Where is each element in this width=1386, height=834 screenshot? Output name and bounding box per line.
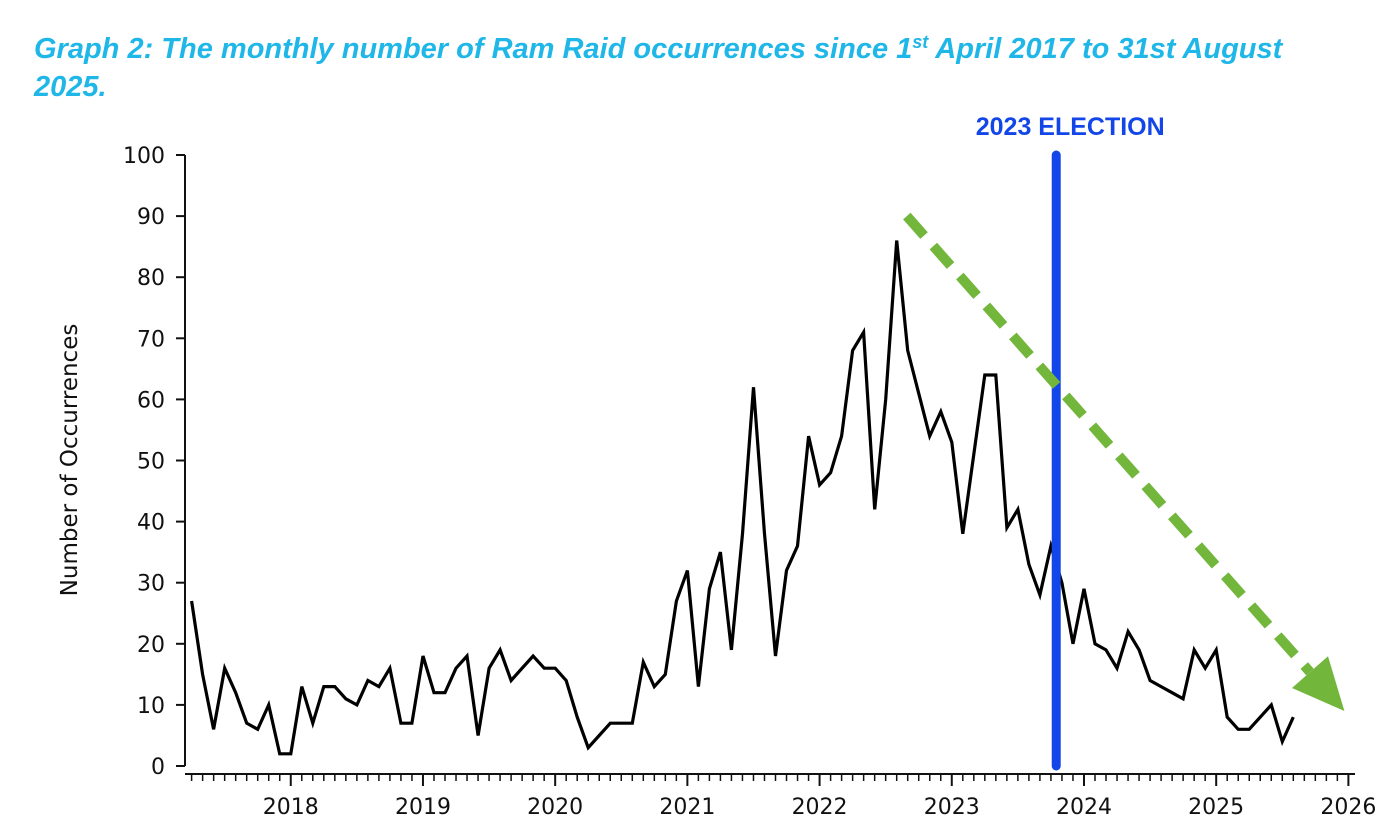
x-tick-label: 2018 (263, 795, 319, 820)
chart-title-main: Graph 2: The monthly number of Ram Raid … (34, 33, 913, 65)
x-tick-label: 2019 (395, 795, 451, 820)
trend-arrow-head (1292, 656, 1345, 711)
x-tick-label: 2021 (659, 795, 715, 820)
y-tick-label: 10 (137, 694, 165, 719)
x-axis: 2018 2019 2020 2021 2022 2023 2024 2025 2026 (185, 773, 1376, 820)
election-label: 2023 ELECTION (976, 113, 1165, 141)
x-tick-label: 2022 (792, 795, 848, 820)
y-tick-label: 30 (137, 572, 165, 597)
x-tick-label: 2024 (1056, 795, 1112, 820)
y-tick-label: 20 (137, 633, 165, 658)
chart-title-superscript: st (912, 32, 929, 52)
y-tick-label: 70 (137, 327, 165, 352)
x-tick-label: 2023 (924, 795, 980, 820)
series-line (190, 240, 1295, 756)
y-tick-label: 40 (137, 511, 165, 536)
y-tick-label: 60 (137, 388, 165, 413)
y-tick-label: 50 (137, 450, 165, 475)
series-layer (190, 240, 1295, 756)
x-tick-label: 2026 (1320, 795, 1376, 820)
x-tick-label: 2025 (1188, 795, 1244, 820)
annotation-layer: 2023 ELECTION (903, 113, 1345, 771)
y-tick-label: 0 (151, 755, 165, 780)
chart-title: Graph 2: The monthly number of Ram Raid … (34, 30, 1354, 106)
chart-title-rest: April 2017 to 31st August 2025. (34, 33, 1283, 103)
y-axis: 0 10 20 30 40 50 60 70 80 90 100 (123, 144, 186, 780)
trend-arrow-shaft (903, 212, 1314, 676)
y-tick-label: 100 (123, 144, 165, 169)
y-axis-label: Number of Occurrences (57, 324, 83, 597)
y-tick-label: 80 (137, 266, 165, 291)
y-tick-label: 90 (137, 205, 165, 230)
x-tick-label: 2020 (527, 795, 583, 820)
